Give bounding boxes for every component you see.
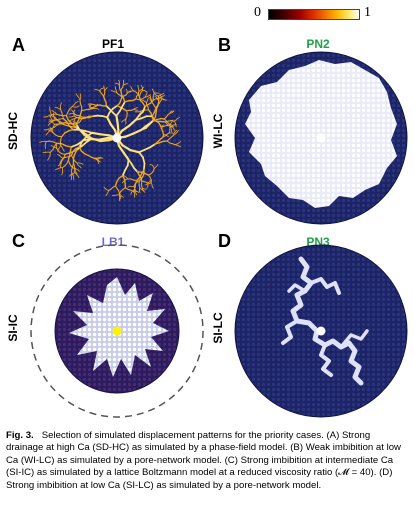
injection-point	[112, 133, 122, 143]
caption-a-text: Strong drainage at high Ca (SD-HC) as si…	[6, 430, 371, 454]
panel-a-title: PF1	[101, 37, 124, 51]
panel-d-side-label: SI-LC	[211, 312, 225, 344]
panel-c-letter: C	[12, 231, 25, 251]
panel-a-disk	[30, 51, 204, 225]
panel-b-letter: B	[218, 35, 231, 55]
caption-main: Selection of simulated displacement patt…	[41, 430, 324, 441]
caption-d-text: Strong imbibition at low Ca (SI-LC) as s…	[6, 479, 322, 491]
caption-fig-label: Fig. 3.	[6, 430, 34, 441]
injection-point	[316, 326, 326, 336]
panel-d-disk	[234, 244, 408, 418]
panel-c-side-label: SI-IC	[6, 314, 20, 342]
caption-b-tag: (B)	[290, 442, 304, 454]
figure-caption: Fig. 3. Selection of simulated displacem…	[6, 430, 409, 492]
panel-c-title: LB1	[101, 235, 125, 249]
panel-d-letter: D	[218, 231, 231, 251]
caption-a-tag: (A)	[326, 430, 340, 441]
panel-b-disk	[234, 51, 408, 225]
panel-a-letter: A	[12, 35, 25, 55]
colorbar-gradient	[268, 9, 360, 20]
injection-point	[316, 133, 326, 143]
panel-a-side-label: SD-HC	[6, 112, 20, 150]
caption-c-tag: (C)	[224, 454, 238, 466]
panel-b-side-label: WI-LC	[211, 113, 225, 149]
caption-c-text: Strong imbibition at intermediate Ca (SI…	[6, 454, 394, 479]
panel-c-disk	[30, 244, 204, 418]
colorbar: 0 1	[254, 6, 376, 20]
injection-point	[112, 326, 122, 336]
caption-d-tag: (D)	[379, 467, 393, 479]
colorbar-max-label: 1	[364, 5, 371, 20]
caption-b-text: Weak imbibition at low Ca (WI-LC) as sim…	[6, 442, 401, 466]
colorbar-min-label: 0	[254, 5, 261, 20]
panel-b-title: PN2	[306, 37, 330, 51]
domain-boundary-dashed	[30, 244, 204, 418]
drainage-fingers	[39, 79, 182, 202]
